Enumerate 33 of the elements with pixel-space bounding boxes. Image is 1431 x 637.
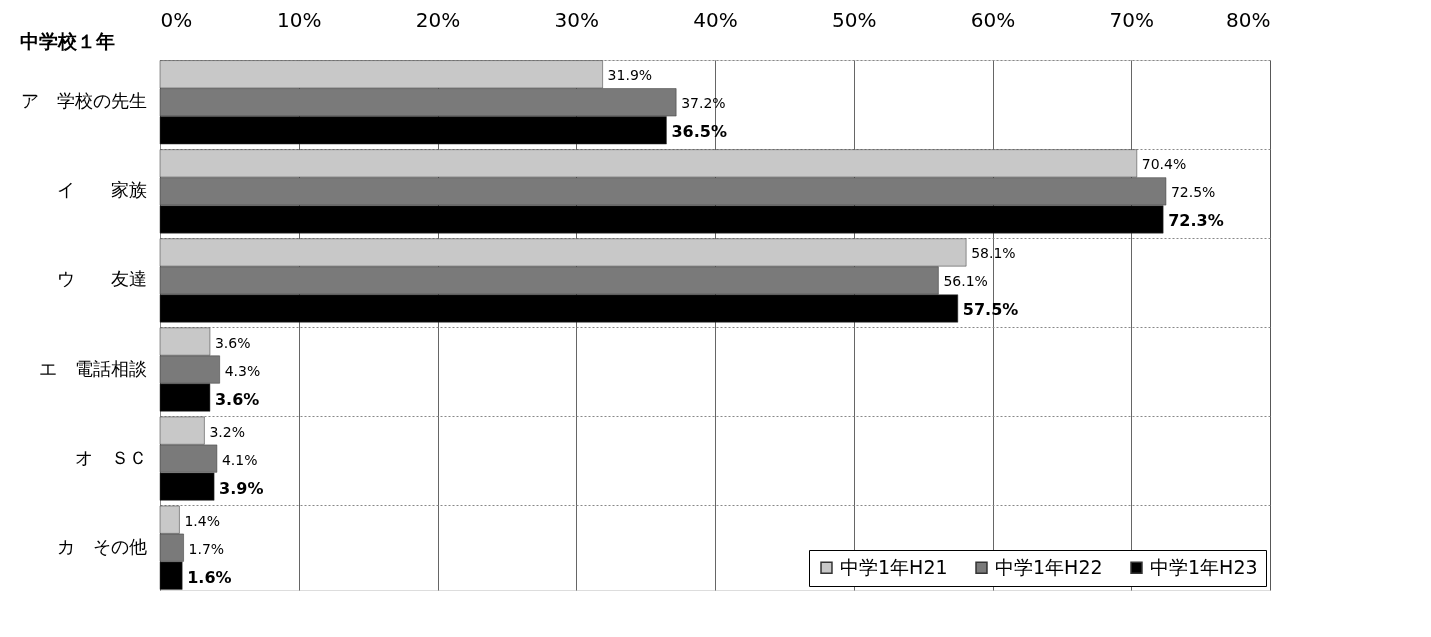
y-tick-label: ア 学校の先生 (20, 90, 147, 112)
data-label: 4.1% (221, 451, 258, 468)
x-tick-label: 0% (160, 7, 193, 32)
data-label: 4.3% (224, 362, 261, 379)
legend-label: 中学1年H22 (995, 555, 1103, 578)
y-tick-label: エ 電話相談 (38, 357, 147, 379)
data-label: 72.3% (1168, 211, 1224, 231)
data-label: 1.7% (188, 540, 225, 557)
data-label: 1.4% (184, 512, 220, 529)
chart-title: 中学校１年 (20, 30, 115, 52)
data-label: 72.5% (1170, 184, 1216, 201)
x-tick-label: 10% (277, 7, 322, 32)
x-tick-label: 60% (970, 7, 1016, 32)
x-tick-label: 20% (415, 7, 461, 32)
legend-label: 中学1年H23 (1150, 555, 1258, 578)
x-tick-label: 80% (1226, 7, 1271, 32)
y-tick-label: カ その他 (56, 535, 147, 557)
data-label: 70.4% (1141, 156, 1187, 173)
data-label: 3.9% (219, 478, 264, 498)
x-tick-label: 50% (832, 7, 877, 32)
data-label: 3.6% (214, 389, 260, 409)
y-tick-label: オ ＳＣ (74, 446, 147, 468)
data-label: 31.9% (607, 67, 653, 84)
data-label: 3.6% (214, 334, 251, 351)
x-tick-label: 30% (554, 7, 599, 32)
y-tick-label: イ 家族 (56, 179, 147, 201)
data-label: 56.1% (943, 273, 988, 290)
data-label: 1.6% (187, 567, 232, 587)
data-label: 3.2% (209, 423, 245, 440)
y-tick-label: ウ 友達 (56, 268, 147, 290)
x-tick-label: 40% (693, 7, 738, 32)
legend-label: 中学1年H21 (840, 555, 948, 578)
x-tick-label: 70% (1109, 7, 1154, 32)
